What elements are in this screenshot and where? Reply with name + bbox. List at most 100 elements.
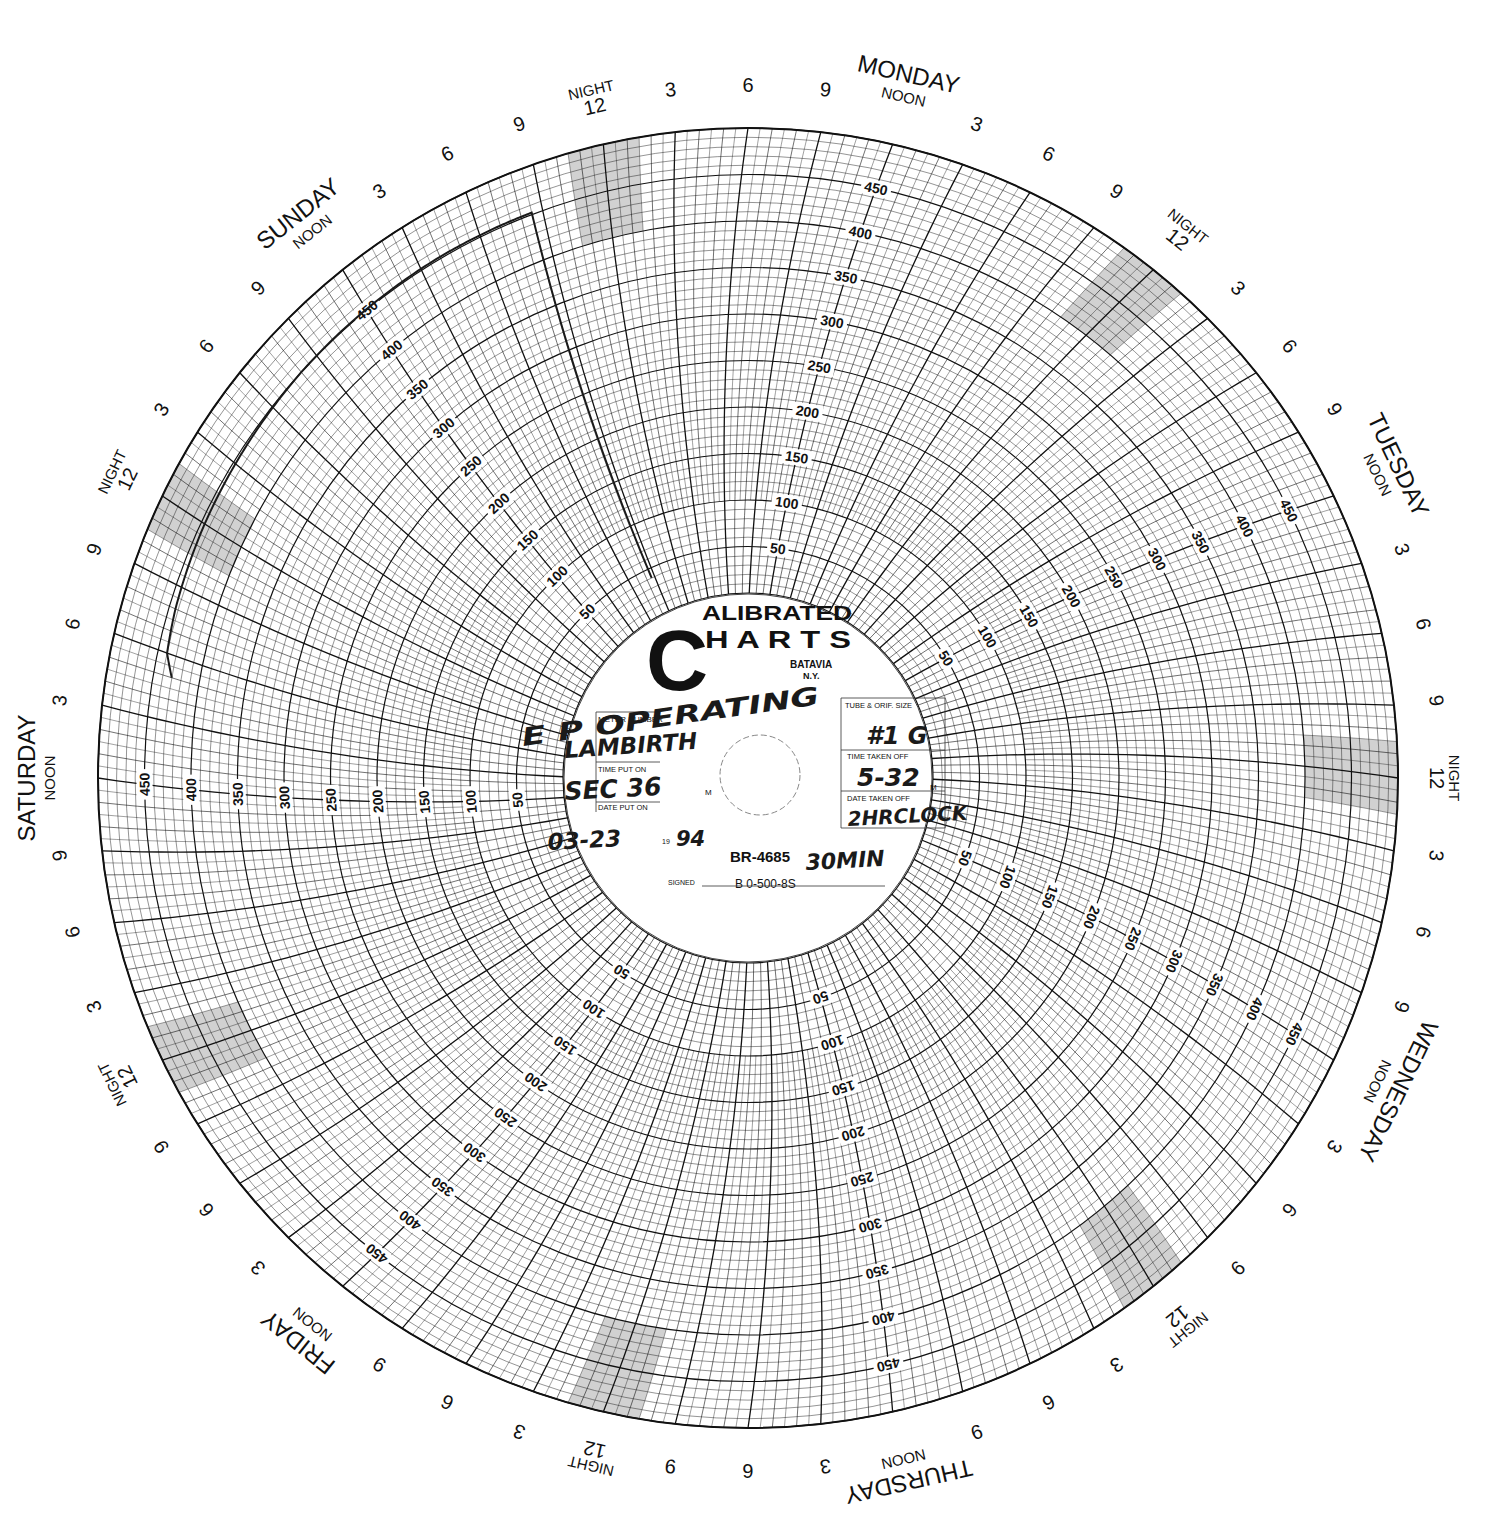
svg-text:3: 3: [1425, 849, 1448, 863]
svg-text:9: 9: [1323, 399, 1348, 420]
svg-text:TUBE & ORIF. SIZE: TUBE & ORIF. SIZE: [845, 701, 912, 710]
svg-text:100: 100: [819, 1032, 846, 1054]
svg-text:50: 50: [811, 988, 831, 1008]
svg-text:50: 50: [769, 539, 787, 557]
svg-text:150: 150: [784, 448, 810, 467]
svg-text:350: 350: [428, 1173, 456, 1200]
svg-text:250: 250: [491, 1104, 519, 1131]
svg-text:SEC 36: SEC 36: [564, 772, 662, 806]
svg-text:3: 3: [510, 1420, 528, 1444]
svg-text:250: 250: [806, 357, 832, 377]
svg-text:2HRCLOCK: 2HRCLOCK: [847, 801, 970, 831]
svg-text:150: 150: [1016, 602, 1042, 630]
svg-text:350: 350: [1188, 528, 1213, 556]
svg-text:3: 3: [246, 1256, 269, 1279]
svg-text:6: 6: [194, 1199, 218, 1221]
svg-text:9: 9: [1390, 998, 1414, 1016]
svg-text:12: 12: [112, 1062, 141, 1092]
svg-text:50: 50: [610, 961, 632, 983]
svg-text:250: 250: [457, 452, 485, 480]
svg-text:250: 250: [322, 788, 339, 812]
svg-text:6: 6: [1412, 616, 1436, 632]
svg-text:450: 450: [362, 1240, 390, 1267]
svg-text:N.Y.: N.Y.: [803, 671, 820, 681]
svg-text:3: 3: [369, 179, 390, 204]
svg-text:400: 400: [847, 222, 873, 242]
svg-text:DATE TAKEN OFF: DATE TAKEN OFF: [847, 794, 910, 803]
svg-text:3: 3: [664, 78, 678, 101]
svg-text:250: 250: [849, 1169, 876, 1191]
svg-text:250: 250: [1101, 563, 1126, 591]
svg-text:450: 450: [136, 772, 152, 796]
svg-text:300: 300: [857, 1215, 884, 1237]
svg-text:400: 400: [870, 1308, 897, 1329]
svg-text:SATURDAY: SATURDAY: [13, 714, 40, 841]
svg-text:9: 9: [510, 112, 528, 136]
svg-text:SIGNED: SIGNED: [668, 879, 695, 886]
svg-text:3: 3: [1390, 540, 1414, 558]
svg-text:6: 6: [1039, 141, 1059, 166]
svg-text:150: 150: [551, 1033, 579, 1060]
svg-text:100: 100: [996, 863, 1019, 891]
svg-text:100: 100: [543, 562, 571, 590]
svg-text:9: 9: [1106, 179, 1127, 204]
svg-text:3: 3: [1226, 276, 1249, 299]
svg-text:200: 200: [485, 489, 513, 517]
svg-text:50: 50: [509, 791, 526, 808]
svg-text:12: 12: [112, 464, 141, 494]
svg-text:6: 6: [438, 141, 458, 166]
svg-text:100: 100: [579, 996, 607, 1022]
svg-text:DATE PUT ON: DATE PUT ON: [598, 803, 648, 812]
svg-text:LAMBIRTH: LAMBIRTH: [564, 728, 699, 763]
svg-text:200: 200: [521, 1069, 549, 1096]
svg-text:200: 200: [1059, 582, 1084, 610]
svg-text:200: 200: [840, 1123, 867, 1145]
svg-text:6: 6: [742, 74, 753, 96]
svg-text:C: C: [646, 612, 708, 708]
svg-text:9: 9: [82, 540, 106, 558]
svg-text:94: 94: [676, 827, 705, 851]
svg-text:450: 450: [1277, 496, 1302, 524]
svg-text:6: 6: [1039, 1390, 1059, 1415]
svg-text:9: 9: [664, 1455, 678, 1478]
svg-text:NOON: NOON: [1360, 1057, 1395, 1105]
svg-text:400: 400: [1243, 995, 1267, 1023]
svg-text:NOON: NOON: [880, 1446, 928, 1473]
svg-text:150: 150: [830, 1077, 857, 1099]
svg-text:300: 300: [1162, 948, 1186, 976]
svg-text:BR-4685: BR-4685: [730, 848, 790, 865]
svg-text:100: 100: [774, 493, 800, 512]
svg-text:400: 400: [183, 778, 199, 802]
svg-text:NOON: NOON: [880, 83, 928, 110]
svg-text:450: 450: [1282, 1020, 1306, 1048]
svg-text:19: 19: [662, 838, 670, 845]
svg-text:450: 450: [875, 1354, 902, 1375]
svg-text:6: 6: [1278, 335, 1302, 357]
svg-text:300: 300: [1145, 545, 1170, 573]
svg-text:9: 9: [149, 1136, 174, 1157]
svg-text:150: 150: [514, 526, 542, 554]
svg-text:350: 350: [229, 782, 246, 806]
svg-text:50: 50: [576, 600, 598, 622]
svg-text:3: 3: [819, 1455, 833, 1478]
svg-text:TIME TAKEN OFF: TIME TAKEN OFF: [847, 752, 909, 761]
svg-text:ALIBRATED: ALIBRATED: [702, 601, 852, 624]
svg-text:100: 100: [975, 623, 1001, 651]
svg-text:5-32: 5-32: [857, 763, 920, 792]
svg-text:150: 150: [1038, 883, 1062, 911]
svg-text:450: 450: [863, 178, 889, 199]
svg-text:03-23: 03-23: [547, 825, 622, 855]
svg-text:12: 12: [1162, 1301, 1193, 1332]
svg-text:WEDNESDAY: WEDNESDAY: [1353, 1017, 1444, 1166]
svg-text:300: 300: [460, 1139, 488, 1166]
svg-text:9: 9: [246, 276, 269, 299]
svg-text:300: 300: [430, 414, 458, 442]
svg-text:3: 3: [968, 112, 986, 136]
svg-text:50: 50: [935, 647, 957, 669]
svg-text:30MIN: 30MIN: [805, 846, 885, 875]
svg-text:NOON: NOON: [1360, 451, 1395, 499]
svg-text:12: 12: [581, 93, 608, 119]
svg-text:NOON: NOON: [41, 756, 58, 801]
svg-text:3: 3: [149, 399, 174, 420]
svg-text:100: 100: [462, 789, 480, 814]
